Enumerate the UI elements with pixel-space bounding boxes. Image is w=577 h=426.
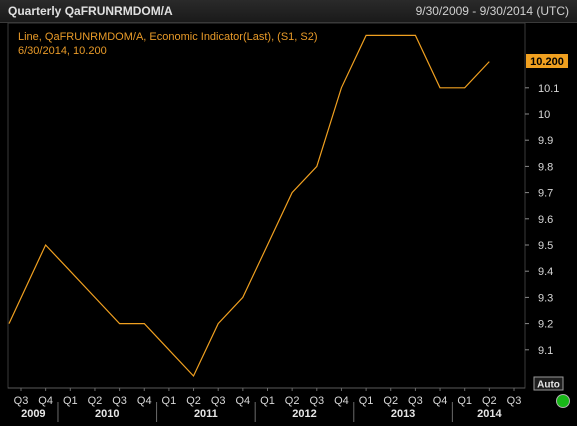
x-tick-label: Q4 (236, 395, 251, 407)
x-tick-label: Q4 (137, 395, 152, 407)
y-tick-label: 9.7 (538, 188, 553, 200)
chart-title: Quarterly QaFRUNRMDOM/A (8, 4, 173, 18)
x-tick-label: Q2 (186, 395, 201, 407)
x-tick-label: Q1 (359, 395, 374, 407)
x-tick-label: Q1 (260, 395, 275, 407)
auto-scale-button-label: Auto (537, 380, 560, 391)
y-tick-label: 9.6 (538, 214, 553, 226)
x-tick-label: Q1 (162, 395, 177, 407)
y-tick-label: 9.5 (538, 240, 553, 252)
y-tick-label: 9.3 (538, 292, 553, 304)
x-tick-label: Q2 (482, 395, 497, 407)
series-line[interactable] (8, 34, 490, 378)
title-bar: Quarterly QaFRUNRMDOM/A 9/30/2009 - 9/30… (0, 0, 577, 23)
x-tick-label: Q1 (63, 395, 78, 407)
series-layer (8, 34, 490, 378)
x-tick-label: Q4 (334, 395, 349, 407)
year-label: 2011 (194, 408, 218, 420)
y-tick-label: 9.9 (538, 135, 553, 147)
x-tick-label: Q2 (88, 395, 103, 407)
plot-area[interactable] (7, 22, 526, 389)
year-label: 2014 (477, 408, 502, 420)
x-axis: Q3 Q4 Q1 Q2 Q3 Q4 Q1 Q2 Q3 Q4 Q1 Q2 Q3 Q4 Q1 Q2 Q3 Q4 Q1 Q2… (8, 387, 525, 422)
y-tick-label: 10.1 (538, 83, 559, 95)
y-tick-label: 9.4 (538, 266, 553, 278)
x-tick-label: Q3 (112, 395, 127, 407)
x-tick-label: Q3 (408, 395, 423, 407)
status-indicator (556, 394, 570, 408)
x-tick-label: Q3 (309, 395, 324, 407)
legend-line-2: 6/30/2014, 10.200 (18, 45, 107, 57)
legend-line-1: Line, QaFRUNRMDOM/A, Economic Indicator(… (18, 31, 318, 43)
y-tick-label: 10 (538, 109, 550, 121)
x-tick-label: Q4 (38, 395, 53, 407)
last-value-tag: 10.200 (530, 56, 564, 68)
x-tick-label: Q3 (211, 395, 226, 407)
date-range-label: 9/30/2009 - 9/30/2014 (UTC) (415, 4, 569, 18)
y-tick-label: 9.1 (538, 345, 553, 357)
y-tick-label: 9.8 (538, 161, 553, 173)
year-label: 2009 (21, 408, 45, 420)
x-tick-label: Q3 (14, 395, 29, 407)
x-tick-label: Q1 (457, 395, 472, 407)
x-tick-label: Q3 (507, 395, 522, 407)
y-tick-label: 9.2 (538, 319, 553, 331)
y-axis: 9.1 9.2 9.3 9.4 9.5 9.6 9.7 9.8 9.9 10 10.1 (525, 83, 559, 357)
x-tick-label: Q2 (383, 395, 398, 407)
last-value-tag-bg (526, 54, 568, 68)
auto-scale-button[interactable] (533, 376, 564, 391)
year-label: 2012 (292, 408, 316, 420)
x-tick-label: Q2 (285, 395, 300, 407)
year-label: 2010 (95, 408, 119, 420)
x-tick-label: Q4 (433, 395, 448, 407)
year-label: 2013 (391, 408, 415, 420)
